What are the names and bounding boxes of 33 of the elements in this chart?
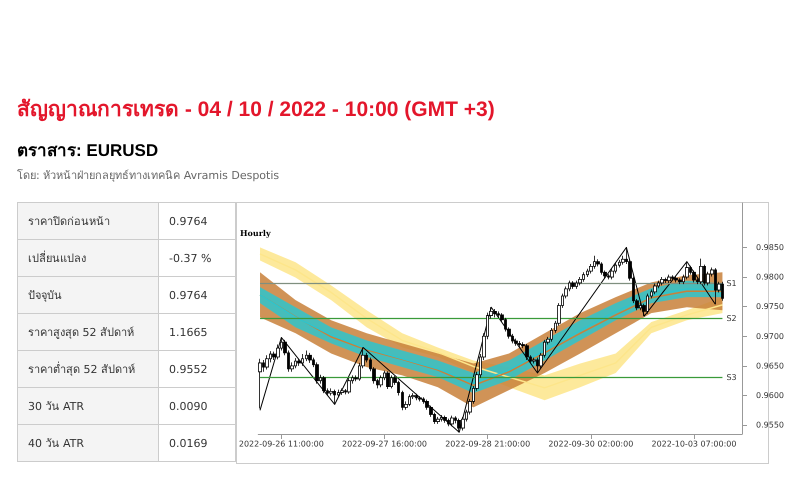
x-tick-label: 2022-10-03 07:00:00 <box>652 440 736 448</box>
y-tick-label: 0.9550 <box>756 420 784 430</box>
y-tick-label: 0.9850 <box>756 242 784 252</box>
y-tick-label: 0.9750 <box>756 302 784 312</box>
text: ราคาปิดก่อนหน้า <box>18 202 158 240</box>
y-tick-label: 0.9800 <box>756 272 784 282</box>
text: ปัจจุบัน <box>18 276 158 314</box>
text: 40 วัน ATR <box>18 424 158 462</box>
text: สัญญาณการเทรด - 04 / 10 / 2022 - 10:00 (GMT +3) <box>17 97 495 124</box>
text: 0.9764 <box>158 202 236 240</box>
text: 1.1665 <box>158 314 236 350</box>
ref-line-label: S3 <box>726 373 737 382</box>
text: 30 วัน ATR <box>18 388 158 424</box>
text: 0.0169 <box>158 424 236 462</box>
text: 0.9764 <box>158 276 236 314</box>
ref-line-label: S2 <box>726 314 737 323</box>
y-tick-label: 0.9650 <box>756 361 784 370</box>
text: เปลี่ยนแปลง <box>18 240 158 276</box>
y-tick-label: 0.9700 <box>756 332 784 341</box>
x-tick-label: 2022-09-30 02:00:00 <box>548 440 634 448</box>
ref-line-label: S1 <box>726 279 737 288</box>
text: 0.0090 <box>158 388 236 424</box>
x-tick-label: 2022-09-27 16:00:00 <box>342 440 428 448</box>
text: ราคาสูงสุด 52 สัปดาห์ <box>18 314 158 350</box>
text: ตราสาร: EURUSD <box>17 140 158 162</box>
x-tick-label: 2022-09-26 11:00:00 <box>238 440 324 448</box>
text: 0.9552 <box>158 350 236 388</box>
text: -0.37 % <box>158 240 236 276</box>
x-tick-label: 2022-09-28 21:00:00 <box>445 440 530 448</box>
y-tick-label: 0.9600 <box>756 391 784 400</box>
annotation: Hourly <box>240 228 271 238</box>
text: ราคาต่ำสุด 52 สัปดาห์ <box>18 350 158 388</box>
text: โดย: หัวหน้าฝ่ายกลยุทธ์ทางเทคนิค Avramis Despotis <box>17 168 280 184</box>
